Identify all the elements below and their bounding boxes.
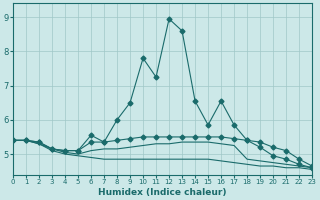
X-axis label: Humidex (Indice chaleur): Humidex (Indice chaleur) <box>98 188 227 197</box>
